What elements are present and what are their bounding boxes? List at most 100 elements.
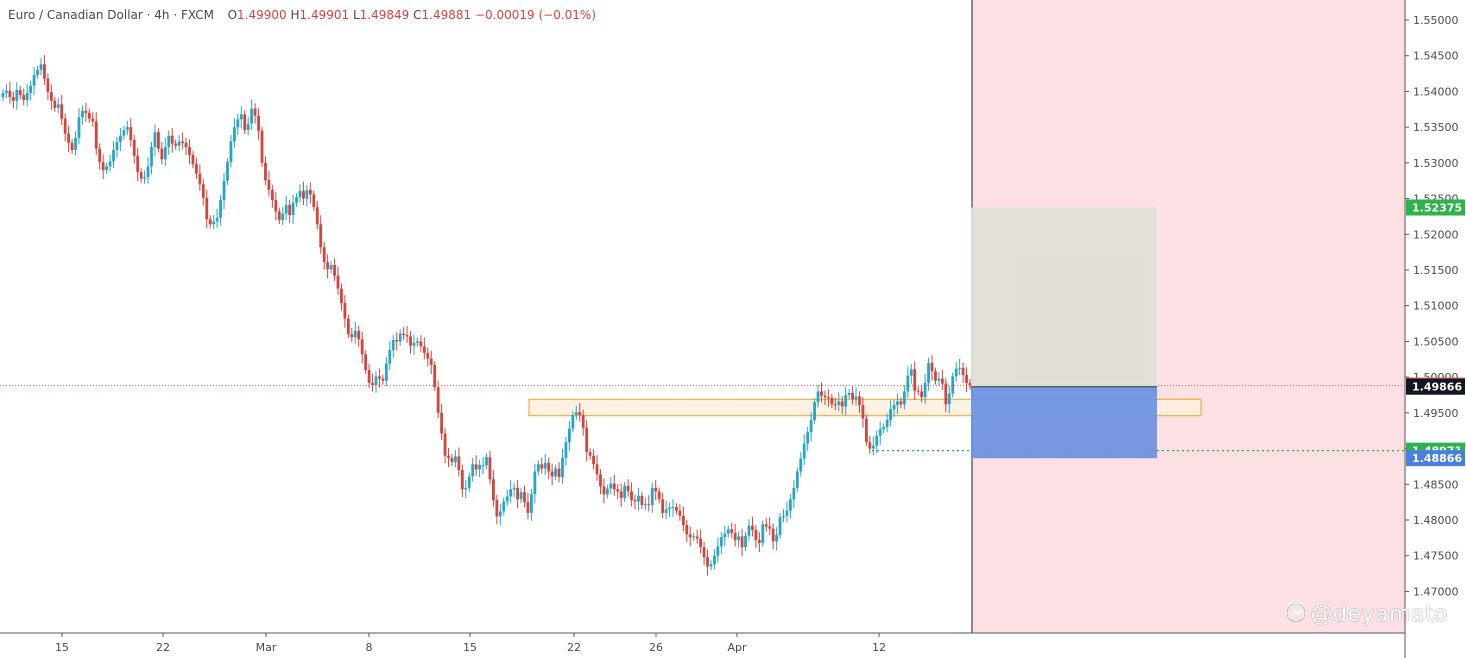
candle-body: [799, 458, 803, 472]
position-tool-layer[interactable]: [971, 207, 1157, 459]
candle-body: [350, 334, 354, 338]
candle-body: [357, 330, 361, 340]
candle-body: [630, 491, 633, 501]
candle-body: [757, 540, 761, 543]
candle-body: [612, 483, 616, 490]
candle-body: [195, 164, 198, 174]
candle-body: [188, 147, 191, 156]
candle-body: [882, 427, 886, 430]
candle-body: [232, 127, 236, 142]
candle-body: [775, 535, 778, 542]
candle-body: [809, 420, 813, 433]
candle-body: [637, 495, 640, 502]
candle-body: [664, 509, 668, 513]
candle-body: [364, 354, 368, 371]
candle-body: [250, 108, 254, 124]
candle-body: [844, 395, 848, 407]
candle-body: [398, 333, 402, 342]
candle-body: [384, 363, 388, 381]
candle-body: [567, 428, 571, 443]
y-tick-label: 1.51500: [1413, 264, 1459, 277]
candle-body: [426, 352, 430, 359]
candle-body: [129, 127, 133, 141]
candle-body: [785, 510, 789, 516]
candle-body: [160, 148, 164, 160]
candle-body: [119, 135, 122, 143]
candle-body: [654, 487, 658, 492]
candle-body: [105, 166, 109, 171]
close-value: 1.49881: [421, 8, 472, 22]
candle-body: [419, 341, 423, 347]
candle-body: [181, 141, 184, 143]
candle-body: [302, 190, 305, 199]
candle-body: [543, 462, 547, 469]
candle-body: [146, 166, 150, 178]
candle-body: [619, 491, 623, 498]
candle-body: [820, 391, 823, 396]
candle-body: [481, 465, 485, 467]
candle-body: [740, 536, 744, 548]
candle-body: [947, 393, 951, 405]
candle-body: [633, 500, 637, 502]
candle-body: [923, 382, 927, 398]
candle-body: [277, 211, 281, 221]
x-tick-label: Mar: [256, 641, 277, 654]
x-tick-label: Apr: [727, 641, 747, 654]
candle-body: [737, 536, 741, 541]
candle-body: [723, 533, 727, 538]
candle-body: [11, 97, 15, 101]
candle-body: [585, 427, 589, 453]
candle-body: [685, 525, 689, 535]
candle-body: [381, 378, 385, 381]
candle-body: [467, 476, 471, 488]
candle-body: [927, 362, 930, 383]
candle-body: [516, 487, 519, 500]
candle-body: [716, 546, 720, 556]
candle-body: [540, 464, 544, 469]
candle-body: [692, 536, 696, 538]
candle-body: [312, 194, 316, 208]
candle-body: [115, 142, 119, 151]
candle-body: [523, 492, 526, 503]
candle-body: [747, 525, 751, 536]
candle-body: [346, 318, 350, 335]
low-value: 1.49849: [359, 8, 410, 22]
candle-body: [702, 547, 706, 558]
symbol-legend: Euro / Canadian Dollar · 4h · FXCM O1.49…: [8, 8, 596, 22]
candle-body: [958, 367, 962, 369]
candle-body: [574, 412, 578, 416]
stop-loss-box: [971, 207, 1157, 387]
candle-body: [167, 135, 171, 148]
candle-body: [913, 369, 917, 391]
candle-body: [343, 302, 347, 319]
candle-body: [378, 376, 381, 379]
candle-body: [177, 141, 181, 146]
candle-body: [602, 486, 606, 495]
symbol-title[interactable]: Euro / Canadian Dollar · 4h · FXCM: [8, 8, 214, 22]
candle-body: [305, 190, 309, 199]
y-tick-label: 1.50500: [1413, 335, 1459, 348]
candle-body: [474, 464, 478, 470]
candle-body: [833, 404, 837, 406]
candle-body: [8, 90, 12, 98]
candle-body: [436, 387, 440, 413]
candle-body: [25, 92, 29, 101]
candle-body: [226, 162, 229, 181]
candle-body: [751, 525, 754, 531]
close-label: C: [413, 8, 422, 22]
candle-body: [502, 501, 506, 512]
candle-body: [792, 487, 796, 500]
candle-body: [18, 90, 22, 96]
candle-body: [46, 78, 50, 93]
candle-body: [243, 114, 247, 131]
y-tick-label: 1.53000: [1413, 157, 1459, 170]
candle-body: [77, 117, 81, 138]
candle-body: [771, 528, 775, 542]
candle-body: [681, 515, 685, 526]
candle-body: [896, 401, 899, 406]
candle-body: [492, 479, 495, 501]
candle-body: [916, 390, 920, 392]
